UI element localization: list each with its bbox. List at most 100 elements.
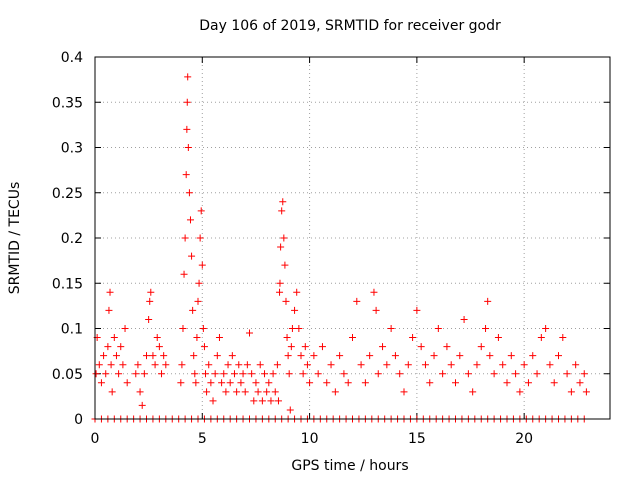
data-point [136, 388, 144, 396]
data-point [383, 361, 391, 369]
y-tick-label: 0 [74, 412, 83, 428]
data-point [188, 252, 196, 260]
data-point [276, 288, 284, 296]
data-point [314, 370, 322, 378]
data-point [138, 401, 146, 409]
data-point [484, 297, 492, 305]
data-point [299, 370, 307, 378]
data-point [97, 379, 105, 387]
x-tick-label: 5 [198, 431, 207, 447]
data-point [213, 352, 221, 360]
data-point [529, 352, 537, 360]
data-point [108, 388, 116, 396]
data-point [391, 352, 399, 360]
data-point [318, 343, 326, 351]
data-points [91, 73, 590, 423]
data-point [209, 397, 217, 405]
data-point [486, 352, 494, 360]
data-point [482, 325, 490, 332]
data-point [572, 361, 580, 369]
data-point [182, 171, 190, 179]
data-point [490, 370, 498, 378]
tick-labels: 0 0.05 0.1 0.15 0.2 0.25 0.3 0.35 0.4 0 5 10 15 20 [52, 50, 533, 447]
data-point [283, 334, 291, 342]
data-point [115, 370, 123, 378]
data-point [162, 361, 170, 369]
data-point [353, 297, 361, 305]
data-point [372, 306, 380, 314]
data-point [185, 189, 193, 197]
data-point [248, 370, 256, 378]
data-point [149, 352, 157, 360]
data-point [140, 370, 148, 378]
data-point [286, 406, 294, 414]
data-point [274, 397, 282, 405]
data-point [400, 388, 408, 396]
data-point [222, 388, 230, 396]
data-point [95, 361, 103, 369]
data-point [374, 370, 382, 378]
data-point [452, 379, 459, 387]
y-tick-label: 0.1 [61, 322, 83, 338]
data-point [567, 388, 575, 396]
data-point [121, 325, 129, 332]
data-point [582, 388, 590, 396]
data-point [110, 334, 118, 342]
data-point [215, 334, 223, 342]
data-point [331, 388, 339, 396]
data-point [102, 370, 110, 378]
y-tick-label: 0.2 [61, 231, 83, 247]
data-point [158, 370, 166, 378]
data-point [235, 361, 243, 369]
data-point [202, 370, 210, 378]
data-point [258, 397, 266, 405]
data-point [183, 125, 191, 133]
data-point [550, 379, 558, 387]
data-point [291, 306, 299, 314]
data-point [327, 361, 335, 369]
data-point [100, 352, 108, 360]
grid [95, 57, 610, 419]
data-point [189, 306, 197, 314]
data-point [224, 361, 232, 369]
data-point [357, 361, 365, 369]
data-point [366, 352, 374, 360]
data-point [190, 352, 198, 360]
data-point [434, 325, 442, 332]
data-point [520, 361, 528, 369]
data-point [494, 334, 502, 342]
data-point [559, 334, 567, 342]
data-point [277, 243, 285, 251]
data-point [269, 370, 277, 378]
data-point [546, 361, 554, 369]
data-point [246, 329, 253, 337]
data-point [533, 370, 541, 378]
data-point [160, 352, 168, 360]
data-point [233, 388, 241, 396]
data-point [184, 73, 192, 81]
data-point [516, 388, 524, 396]
data-point [239, 370, 247, 378]
chart-title: Day 106 of 2019, SRMTID for receiver god… [199, 18, 501, 34]
data-point [336, 352, 344, 360]
data-point [344, 379, 352, 387]
data-point [580, 370, 588, 378]
data-point [280, 234, 288, 242]
data-point [194, 297, 202, 305]
data-point [147, 288, 155, 296]
data-point [563, 370, 571, 378]
y-tick-label: 0.25 [52, 186, 83, 202]
data-point [281, 261, 289, 269]
data-point [361, 379, 369, 387]
data-point [303, 361, 311, 369]
data-point [105, 306, 113, 314]
data-point [250, 397, 258, 405]
data-point [456, 352, 464, 360]
data-point [537, 334, 545, 342]
data-point [104, 343, 112, 351]
data-point [301, 343, 309, 351]
y-tick-label: 0.35 [52, 95, 83, 111]
data-point [477, 343, 485, 351]
data-point [263, 388, 271, 396]
